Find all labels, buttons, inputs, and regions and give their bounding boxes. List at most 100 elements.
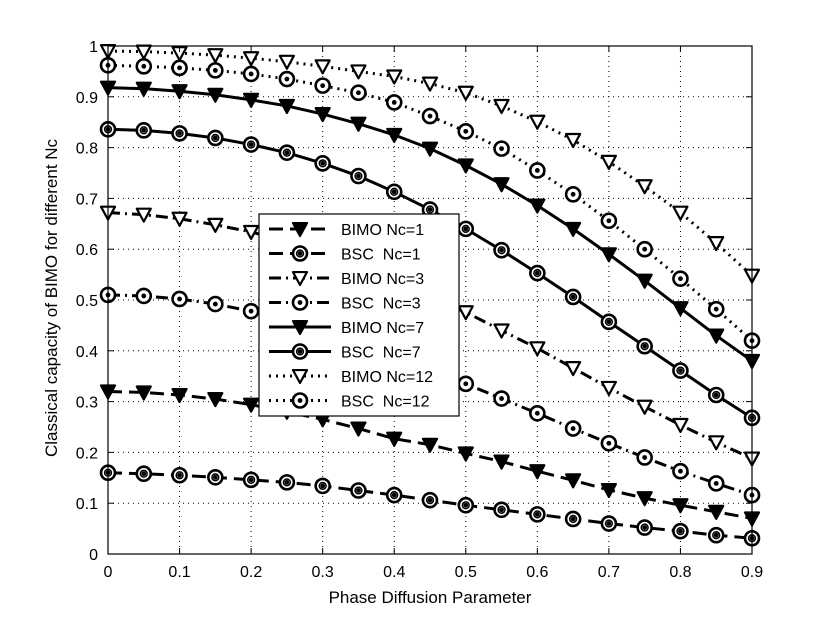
y-tick-label: 0.5 [76,293,98,310]
data-point [243,397,260,413]
series-6 [99,44,761,284]
legend-item: BIMO Nc=1 [269,221,424,239]
data-point [529,464,546,480]
data-point [565,473,582,489]
data-point [171,290,188,308]
data-point [135,385,152,401]
data-point [421,76,439,92]
data-point [707,386,725,404]
legend-marker [291,294,309,311]
data-point [529,264,546,282]
data-point [493,390,510,407]
data-point [171,466,188,484]
legend-box [258,213,460,417]
legend-marker [291,245,309,262]
legend-marker [291,368,309,385]
data-point [242,302,260,320]
data-point [493,241,510,259]
data-point [529,114,546,130]
data-point [385,94,403,111]
data-point [135,81,152,97]
x-tick-label: 0.2 [240,564,262,581]
data-point [708,435,725,451]
data-point [242,136,260,153]
data-point [707,475,725,492]
data-point [350,84,367,102]
data-point [707,300,725,318]
data-point [565,361,582,377]
data-point [636,449,653,466]
data-point [314,107,331,123]
data-point [207,48,224,64]
y-tick-label: 0.6 [76,242,98,259]
data-point [672,270,689,287]
legend-label: BIMO Nc=1 [341,222,424,239]
data-point [386,431,403,447]
data-point [278,474,296,491]
data-point [350,116,367,132]
y-tick-label: 0.8 [76,141,98,158]
data-point [493,323,510,339]
data-point [600,212,618,230]
legend-label: BIMO Nc=12 [341,369,433,386]
legend-marker [291,343,309,360]
data-point [243,224,260,241]
data-point [242,65,260,83]
data-point [672,205,689,221]
data-point [672,498,689,514]
data-point [135,58,153,75]
data-point [350,421,367,437]
data-point [457,220,475,238]
data-point [564,420,582,437]
data-point [207,217,224,233]
data-point [493,501,510,519]
y-tick-label: 0.3 [76,395,98,412]
data-point [564,186,582,203]
data-point [385,486,403,504]
data-point [493,140,510,157]
data-point [457,123,475,140]
data-point [457,158,474,174]
data-point [242,471,260,489]
data-point [708,504,725,520]
x-axis-label: Phase Diffusion Parameter [329,588,532,607]
data-point [207,392,224,408]
data-point [672,462,689,480]
legend-marker [291,392,309,409]
data-point [529,341,546,357]
data-point [457,496,475,514]
data-point [600,313,618,331]
data-point [421,491,439,509]
data-point [672,417,689,434]
data-point [493,98,510,115]
legend-marker [291,319,309,336]
data-point [171,125,188,142]
data-point [350,482,367,499]
legend-item: BSC Nc=1 [269,245,421,264]
data-point [314,59,331,75]
data-point [672,362,689,379]
data-point [386,127,403,143]
data-point [564,288,582,306]
x-tick-label: 0 [104,564,113,581]
series-5 [99,121,761,427]
x-tick-label: 0.4 [383,564,405,581]
data-point [636,491,653,507]
data-point [636,273,653,289]
legend: BIMO Nc=1 BSC Nc=1 BIMO Nc=3 BSC Nc=3 BIMO N… [258,213,460,417]
data-point [457,446,474,462]
data-point [385,183,403,201]
data-point [636,240,653,258]
data-point [565,132,582,149]
data-point [243,51,260,67]
data-point [708,236,725,252]
data-point [207,87,224,103]
data-point [278,98,295,115]
data-point [672,522,689,540]
data-point [457,375,475,393]
data-point [314,77,331,94]
axes: 0 0.1 0.2 0.3 0.4 0.5 0.6 0.7 0.8 0.9 0 0.1 0.2 0.3 0.… [76,39,763,581]
data-point [565,221,582,237]
data-point [707,526,725,544]
data-point [600,482,617,499]
